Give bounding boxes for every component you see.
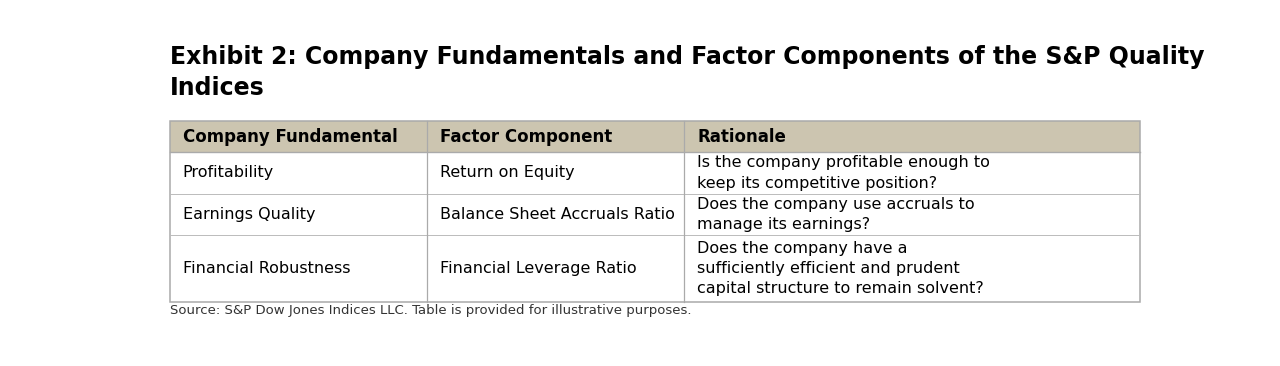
Text: Financial Robustness: Financial Robustness xyxy=(183,261,351,276)
Bar xyxy=(170,122,1140,152)
Text: Does the company have a
sufficiently efficient and prudent
capital structure to : Does the company have a sufficiently eff… xyxy=(698,240,984,296)
Bar xyxy=(170,122,1140,302)
Text: Company Fundamental: Company Fundamental xyxy=(183,128,398,146)
Bar xyxy=(170,235,1140,302)
Text: Is the company profitable enough to
keep its competitive position?: Is the company profitable enough to keep… xyxy=(698,155,989,191)
Text: Return on Equity: Return on Equity xyxy=(440,165,575,180)
Bar xyxy=(170,194,1140,235)
Text: Source: S&P Dow Jones Indices LLC. Table is provided for illustrative purposes.: Source: S&P Dow Jones Indices LLC. Table… xyxy=(170,304,691,317)
Bar xyxy=(170,152,1140,194)
Text: Does the company use accruals to
manage its earnings?: Does the company use accruals to manage … xyxy=(698,197,974,232)
Text: Financial Leverage Ratio: Financial Leverage Ratio xyxy=(440,261,636,276)
Text: Exhibit 2: Company Fundamentals and Factor Components of the S&P Quality
Indices: Exhibit 2: Company Fundamentals and Fact… xyxy=(170,45,1204,100)
Text: Balance Sheet Accruals Ratio: Balance Sheet Accruals Ratio xyxy=(440,207,675,222)
Text: Profitability: Profitability xyxy=(183,165,274,180)
Text: Factor Component: Factor Component xyxy=(440,128,612,146)
Text: Earnings Quality: Earnings Quality xyxy=(183,207,315,222)
Text: Rationale: Rationale xyxy=(698,128,786,146)
